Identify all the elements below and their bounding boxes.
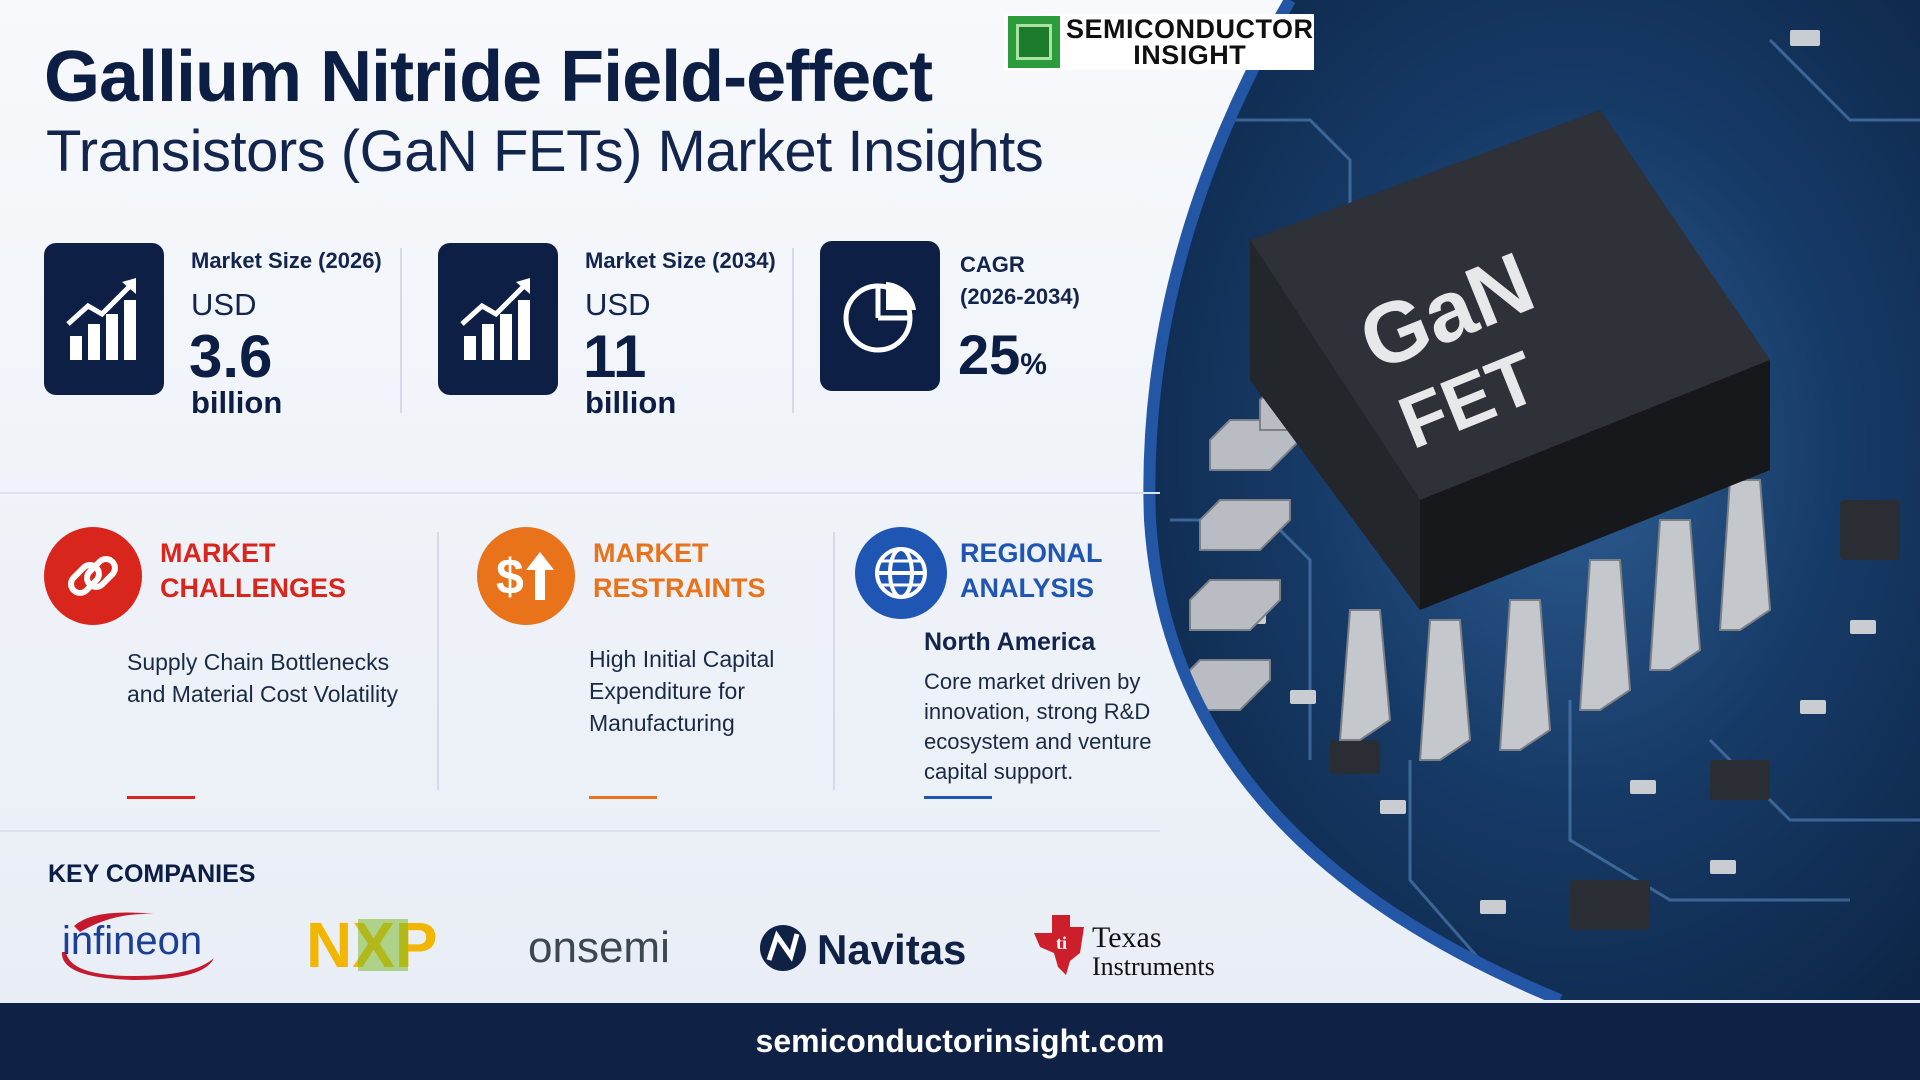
restraints-heading-line1: MARKET: [593, 538, 709, 568]
semiconductor-insight-logo[interactable]: SEMICONDUCTOR INSIGHT: [1004, 14, 1314, 70]
page-title: Gallium Nitride Field-effect: [44, 37, 933, 117]
challenges-heading-line1: MARKET: [160, 538, 276, 568]
kpi-currency-2034: USD: [585, 287, 651, 322]
regional-text-line4: capital support.: [924, 759, 1074, 784]
regional-text-line1: Core market driven by: [924, 669, 1141, 694]
kpi-value-2034: 11: [583, 323, 647, 390]
gan-fet-chip-illustration: GaN FET: [1170, 30, 1920, 961]
kpi-value-cagr: 25%: [958, 322, 1047, 387]
cagr-percent-sign: %: [1020, 348, 1047, 381]
kpi-label-cagr-period: (2026-2034): [960, 284, 1080, 309]
navitas-wordmark: Navitas: [817, 926, 966, 973]
bar-chart-trend-icon: [44, 243, 164, 395]
kpi-label-cagr: CAGR: [960, 252, 1025, 277]
challenges-accent-bar: [127, 796, 195, 799]
key-companies-title: KEY COMPANIES: [48, 860, 256, 888]
regional-heading-line2: ANALYSIS: [960, 573, 1095, 603]
brand-wordmark: SEMICONDUCTOR INSIGHT: [1066, 14, 1314, 70]
brand-line-2: INSIGHT: [1133, 40, 1247, 70]
challenges-text: Supply Chain Bottlenecks and Material Co…: [127, 646, 398, 710]
restraints-text-line1: High Initial Capital: [589, 646, 775, 672]
svg-text:ti: ti: [1056, 933, 1067, 953]
kpi-unit-2034: billion: [585, 385, 677, 420]
svg-text:$: $: [496, 549, 524, 605]
ti-wordmark-line2: Instruments: [1092, 952, 1215, 981]
restraints-text-line2: Expenditure for: [589, 678, 745, 704]
kpi-label-2026: Market Size (2026): [191, 248, 382, 273]
regional-text-line2: innovation, strong R&D: [924, 699, 1151, 724]
kpi-divider: [792, 248, 794, 413]
challenges-text-line2: and Material Cost Volatility: [127, 681, 399, 707]
footer-bar: semiconductorinsight.com: [0, 1003, 1920, 1080]
card-divider: [833, 532, 835, 790]
section-divider: [0, 830, 1160, 832]
regional-text-line3: ecosystem and venture: [924, 729, 1152, 754]
restraints-heading-line2: RESTRAINTS: [593, 573, 766, 603]
regional-region-name: North America: [924, 628, 1096, 656]
kpi-unit-2026: billion: [191, 385, 283, 420]
brand-line-1: SEMICONDUCTOR: [1066, 14, 1314, 44]
restraints-heading: MARKET RESTRAINTS: [593, 536, 766, 606]
infineon-logo: infineon: [54, 906, 220, 986]
challenges-heading: MARKET CHALLENGES: [160, 536, 346, 606]
onsemi-wordmark: onsemi: [528, 923, 670, 972]
dollar-up-arrow-icon: $: [477, 527, 575, 625]
pie-chart-icon: [820, 241, 940, 391]
page-subtitle: Transistors (GaN FETs) Market Insights: [46, 119, 1044, 184]
link-chain-icon: [44, 527, 142, 625]
challenges-heading-line2: CHALLENGES: [160, 573, 347, 603]
nxp-logo: NXP: [306, 909, 462, 981]
kpi-value-2026: 3.6: [189, 323, 273, 390]
texas-instruments-logo: ti Texas Instruments: [1030, 913, 1280, 981]
section-divider: [0, 492, 1160, 494]
restraints-text: High Initial Capital Expenditure for Man…: [589, 643, 774, 739]
card-divider: [437, 532, 439, 790]
kpi-currency-2026: USD: [191, 287, 257, 322]
regional-text: Core market driven by innovation, strong…: [924, 667, 1151, 787]
footer-website-link[interactable]: semiconductorinsight.com: [755, 1023, 1165, 1059]
navitas-logo: Navitas: [757, 920, 977, 976]
regional-accent-bar: [924, 796, 992, 799]
cagr-number: 25: [958, 323, 1021, 386]
restraints-accent-bar: [589, 796, 657, 799]
ti-wordmark-line1: Texas: [1092, 921, 1162, 954]
regional-heading-line1: REGIONAL: [960, 538, 1103, 568]
kpi-divider: [400, 248, 402, 413]
kpi-label-2034: Market Size (2034): [585, 248, 776, 273]
chip-logo-icon: [1008, 16, 1060, 68]
regional-heading: REGIONAL ANALYSIS: [960, 536, 1103, 606]
bar-chart-trend-icon: [438, 243, 558, 395]
globe-icon: [855, 527, 947, 619]
infineon-wordmark: infineon: [62, 919, 202, 963]
onsemi-logo: onsemi: [528, 916, 688, 976]
restraints-text-line3: Manufacturing: [589, 710, 735, 736]
challenges-text-line1: Supply Chain Bottlenecks: [127, 649, 390, 675]
